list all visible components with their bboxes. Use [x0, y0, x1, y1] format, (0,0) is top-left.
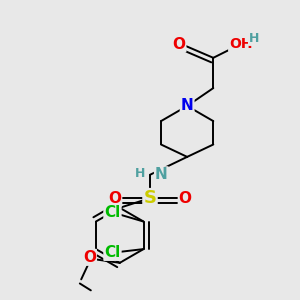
Text: Cl: Cl	[104, 245, 121, 260]
Text: Cl: Cl	[104, 205, 121, 220]
Text: O: O	[108, 191, 121, 206]
Text: OH: OH	[229, 37, 253, 51]
Text: H: H	[249, 32, 259, 45]
Text: O: O	[172, 37, 185, 52]
Text: O: O	[179, 191, 192, 206]
Text: N: N	[181, 98, 194, 113]
Text: H: H	[135, 167, 145, 180]
Text: S: S	[143, 189, 157, 207]
Text: O: O	[83, 250, 96, 265]
Text: N: N	[155, 167, 168, 182]
